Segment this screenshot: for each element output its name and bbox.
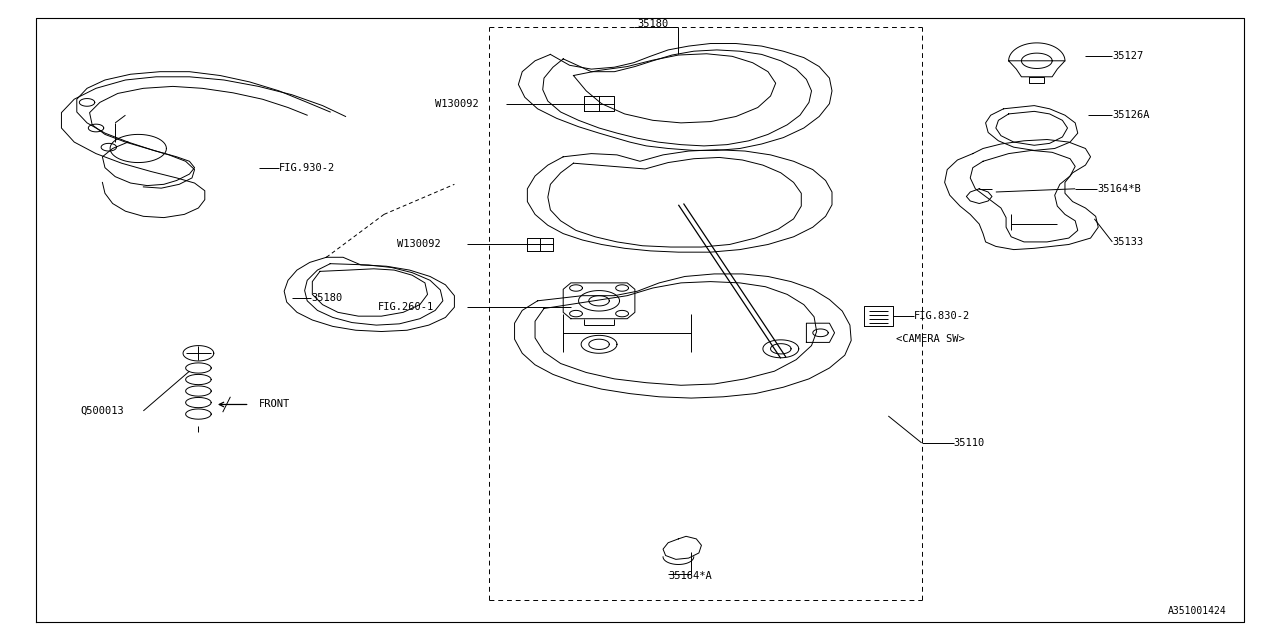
Text: FRONT: FRONT (259, 399, 289, 410)
Text: FIG.930-2: FIG.930-2 (279, 163, 335, 173)
Text: A351001424: A351001424 (1167, 605, 1226, 616)
Text: 35133: 35133 (1112, 237, 1143, 247)
Text: Q500013: Q500013 (81, 406, 124, 416)
Text: <CAMERA SW>: <CAMERA SW> (896, 334, 965, 344)
Text: 35110: 35110 (954, 438, 984, 448)
Text: 35180: 35180 (311, 293, 342, 303)
Text: 35164*A: 35164*A (668, 571, 712, 581)
Text: 35180: 35180 (637, 19, 668, 29)
Text: 35164*B: 35164*B (1097, 184, 1140, 194)
Text: 35127: 35127 (1112, 51, 1143, 61)
Text: W130092: W130092 (397, 239, 440, 250)
Text: FIG.260-1: FIG.260-1 (378, 302, 434, 312)
Text: 35126A: 35126A (1112, 110, 1149, 120)
Text: FIG.830-2: FIG.830-2 (914, 311, 970, 321)
Text: W130092: W130092 (435, 99, 479, 109)
